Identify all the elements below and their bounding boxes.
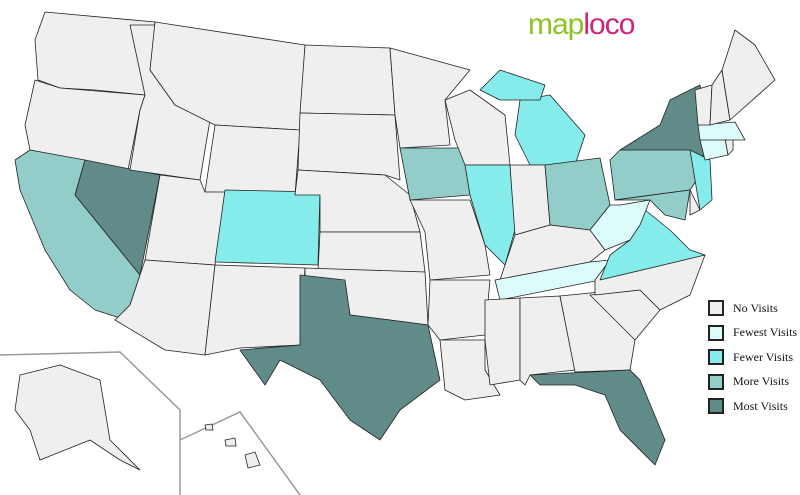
maploco-logo: maploco [528,8,635,42]
legend-swatch [708,398,724,415]
legend-swatch [708,324,724,341]
state-fl[interactable] [529,369,666,466]
state-ia[interactable] [399,147,471,201]
state-md[interactable] [614,189,691,221]
logo-part-map: map [528,8,584,41]
legend-swatch [708,349,724,366]
state-ct[interactable] [699,137,729,161]
legend-label: Fewer Visits [733,349,794,364]
state-mi[interactable] [479,69,546,101]
state-me[interactable] [721,29,776,121]
state-ar[interactable] [427,279,491,341]
legend-item-fewest-visits: Fewest Visits [708,321,797,346]
legend-item-no-visits: No Visits [708,296,797,321]
state-mo[interactable] [409,199,491,281]
state-ms[interactable] [484,297,521,386]
legend: No Visits Fewest Visits Fewer Visits Mor… [708,296,797,419]
state-hi[interactable] [204,423,214,431]
state-vt[interactable] [694,84,713,126]
state-in[interactable] [509,164,551,236]
legend-label: Fewest Visits [733,325,798,340]
state-sd[interactable] [297,112,401,181]
state-ma[interactable] [697,121,746,141]
state-nm[interactable] [204,264,306,356]
state-ak[interactable] [14,364,141,471]
state-hi[interactable] [244,451,261,469]
hawaii-inset-border [179,411,301,495]
legend-swatch [708,373,724,390]
legend-label: No Visits [733,300,778,315]
state-ks[interactable] [317,231,426,273]
legend-item-most-visits: Most Visits [708,394,797,419]
state-hi[interactable] [224,437,237,447]
state-wv[interactable] [589,199,651,251]
legend-item-more-visits: More Visits [708,370,797,395]
alaska-inset-border [0,351,181,495]
state-nd[interactable] [299,44,396,116]
legend-item-fewer-visits: Fewer Visits [708,345,797,370]
state-mn[interactable] [389,47,471,149]
state-tx[interactable] [239,274,441,441]
legend-swatch [708,300,724,317]
logo-part-loco: loco [583,8,635,41]
state-co[interactable] [214,189,321,266]
state-va[interactable] [599,209,706,281]
state-mi[interactable] [514,94,586,166]
state-or[interactable] [24,79,146,171]
state-wy[interactable] [204,124,301,196]
state-ga[interactable] [559,291,636,373]
state-de[interactable] [689,189,701,216]
legend-label: More Visits [733,374,790,389]
legend-label: Most Visits [733,398,788,413]
